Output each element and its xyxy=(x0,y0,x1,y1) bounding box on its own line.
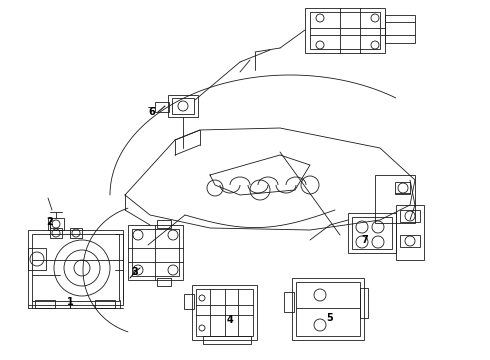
Bar xyxy=(70,228,82,238)
Text: 6: 6 xyxy=(148,107,155,117)
Text: 4: 4 xyxy=(227,315,233,325)
Bar xyxy=(48,218,64,230)
Bar xyxy=(396,205,424,260)
Bar xyxy=(385,15,415,43)
Text: 2: 2 xyxy=(47,217,53,227)
Bar xyxy=(128,225,183,280)
Text: 5: 5 xyxy=(327,313,333,323)
Bar xyxy=(28,230,123,305)
Bar xyxy=(157,278,171,286)
Bar xyxy=(296,282,360,336)
Bar xyxy=(360,288,368,318)
Bar xyxy=(292,278,364,340)
Bar xyxy=(400,210,420,222)
Text: 1: 1 xyxy=(67,297,74,307)
Bar xyxy=(375,175,415,223)
Bar xyxy=(305,8,385,53)
Bar xyxy=(348,213,396,253)
Bar xyxy=(168,95,198,117)
Bar xyxy=(352,217,392,249)
Bar xyxy=(196,289,253,336)
Bar xyxy=(203,336,251,344)
Bar xyxy=(50,228,62,238)
Bar xyxy=(184,294,194,309)
Bar xyxy=(284,292,294,312)
Bar xyxy=(172,98,194,114)
Bar xyxy=(155,102,169,112)
Bar xyxy=(192,285,257,340)
Text: 7: 7 xyxy=(362,235,368,245)
Bar xyxy=(28,248,46,270)
Bar xyxy=(157,220,171,228)
Bar xyxy=(132,229,179,276)
Bar xyxy=(395,182,410,194)
Bar xyxy=(35,300,55,308)
Bar xyxy=(400,235,420,247)
Bar xyxy=(95,300,115,308)
Bar xyxy=(310,12,380,49)
Text: 3: 3 xyxy=(132,267,138,277)
Bar xyxy=(32,234,119,301)
